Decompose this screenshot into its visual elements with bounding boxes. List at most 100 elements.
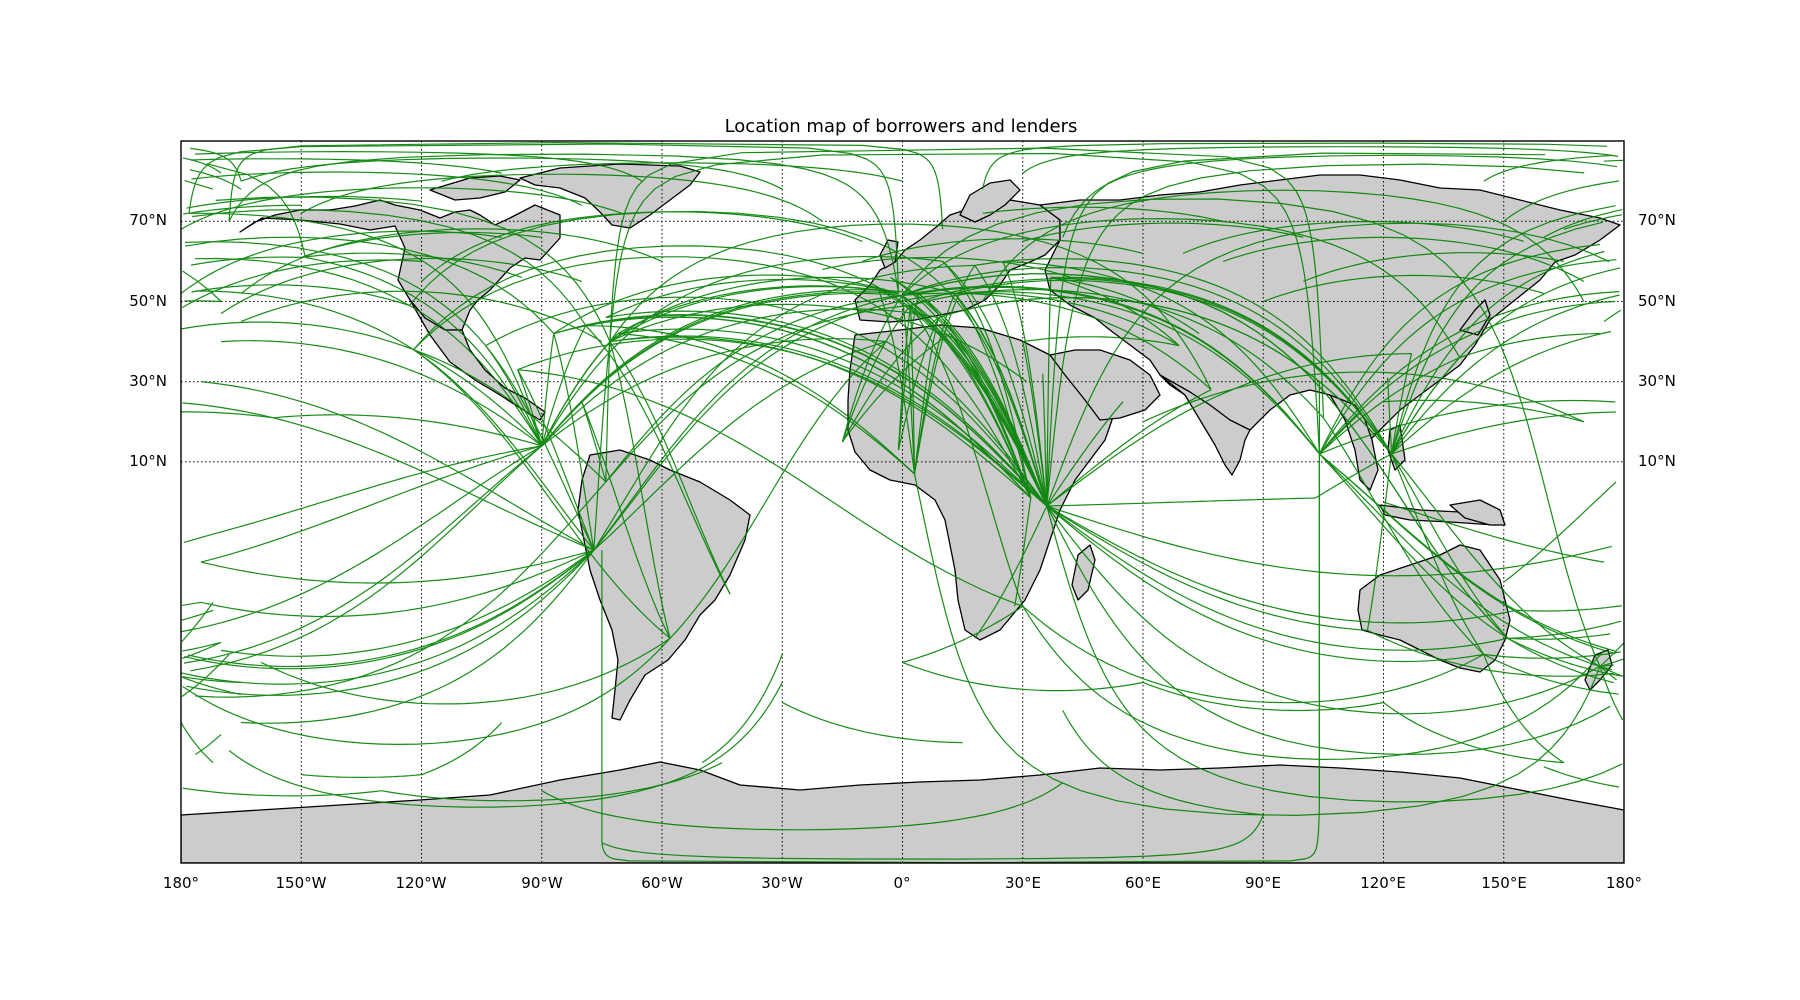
route-line (877, 289, 916, 474)
route-line (184, 163, 1585, 507)
route-line (609, 223, 1212, 390)
route-line (974, 265, 1048, 507)
route-line (1046, 505, 1368, 631)
route-line (1318, 453, 1601, 667)
route-line (273, 414, 542, 447)
route-line (381, 762, 723, 802)
route-line (822, 256, 1084, 283)
route-line (1022, 341, 1048, 507)
landmass-south-america (577, 449, 751, 721)
route-line (581, 401, 607, 483)
route-line (181, 411, 1617, 455)
route-line (413, 256, 1032, 499)
route-line (669, 341, 887, 639)
route-line (1022, 222, 1304, 242)
route-line (605, 294, 903, 483)
longitude-labels: 180° 150°W 120°W 90°W 60°W 30°W 0° 30°E … (163, 874, 1642, 892)
route-line (862, 238, 1144, 262)
route-line (1046, 497, 1316, 507)
route-line (609, 152, 1320, 454)
route-line (228, 141, 944, 230)
route-line (1319, 453, 1517, 611)
route-line (913, 473, 1601, 817)
lon-label: 150°W (276, 874, 327, 892)
lat-label: 30°N (129, 372, 167, 390)
route-line (413, 349, 671, 639)
route-line (1322, 417, 1485, 655)
route-line (1046, 505, 1508, 651)
route-line (541, 289, 919, 447)
route-line (182, 601, 1623, 612)
route-line (541, 333, 619, 447)
route-line (541, 338, 887, 447)
route-line (609, 336, 1032, 499)
route-line (301, 252, 522, 278)
route-line (485, 296, 1048, 507)
route-line (1318, 357, 1460, 455)
route-line (200, 549, 595, 584)
route-line (593, 294, 903, 551)
route-line (182, 766, 1620, 797)
route-line (195, 481, 1619, 698)
route-line (581, 401, 671, 639)
route-line (954, 292, 1180, 347)
lon-label: 120°E (1360, 874, 1406, 892)
route-line (901, 295, 916, 474)
route-line (260, 637, 671, 705)
lat-label: 70°N (1638, 211, 1676, 229)
latitude-labels-right: 10°N 30°N 50°N 70°N (1638, 211, 1676, 470)
route-line (585, 325, 731, 595)
route-line (541, 325, 587, 447)
route-line (413, 245, 1048, 507)
route-line (1014, 497, 1032, 607)
route-line (954, 290, 1320, 455)
route-line (541, 308, 939, 447)
route-line (1303, 252, 1565, 283)
route-line (273, 417, 595, 551)
route-line (541, 292, 903, 447)
route-line (617, 285, 899, 335)
route-line (605, 278, 899, 319)
route-line (982, 189, 1585, 302)
route-line (190, 158, 1624, 174)
route-line (181, 321, 1612, 455)
route-line (1142, 681, 1384, 712)
landmass-scandinavia (959, 179, 1021, 223)
route-line (517, 369, 1024, 607)
route-line (1046, 505, 1516, 624)
lat-label: 50°N (1638, 292, 1676, 310)
route-line (841, 305, 911, 443)
route-line (890, 276, 1048, 507)
lon-label: 90°W (521, 874, 563, 892)
route-line (585, 314, 1048, 507)
route-line (1366, 453, 1393, 631)
route-line (609, 147, 1324, 418)
lat-label: 30°N (1638, 372, 1676, 390)
route-line (300, 173, 823, 222)
route-line (182, 637, 1621, 684)
route-line (192, 209, 1604, 455)
route-line (485, 345, 543, 447)
route-line (1182, 221, 1524, 254)
route-line (220, 257, 582, 315)
map-title: Location map of borrowers and lenders (725, 116, 1078, 137)
route-line (195, 505, 1623, 803)
route-line (181, 505, 1611, 756)
route-line (221, 549, 595, 657)
route-line (605, 304, 911, 483)
route-line (181, 665, 1624, 696)
lat-label: 10°N (129, 452, 167, 470)
route-line (605, 341, 611, 482)
route-line (701, 654, 783, 764)
route-line (421, 211, 863, 282)
lat-label: 70°N (129, 211, 167, 229)
lat-label: 10°N (1638, 452, 1676, 470)
route-line (1383, 501, 1605, 563)
route-line (897, 305, 912, 450)
route-line (913, 265, 976, 475)
route-line (1459, 333, 1600, 359)
route-line (413, 349, 595, 551)
route-line (200, 549, 595, 618)
route-line (183, 505, 1613, 577)
lon-label: 120°W (396, 874, 447, 892)
